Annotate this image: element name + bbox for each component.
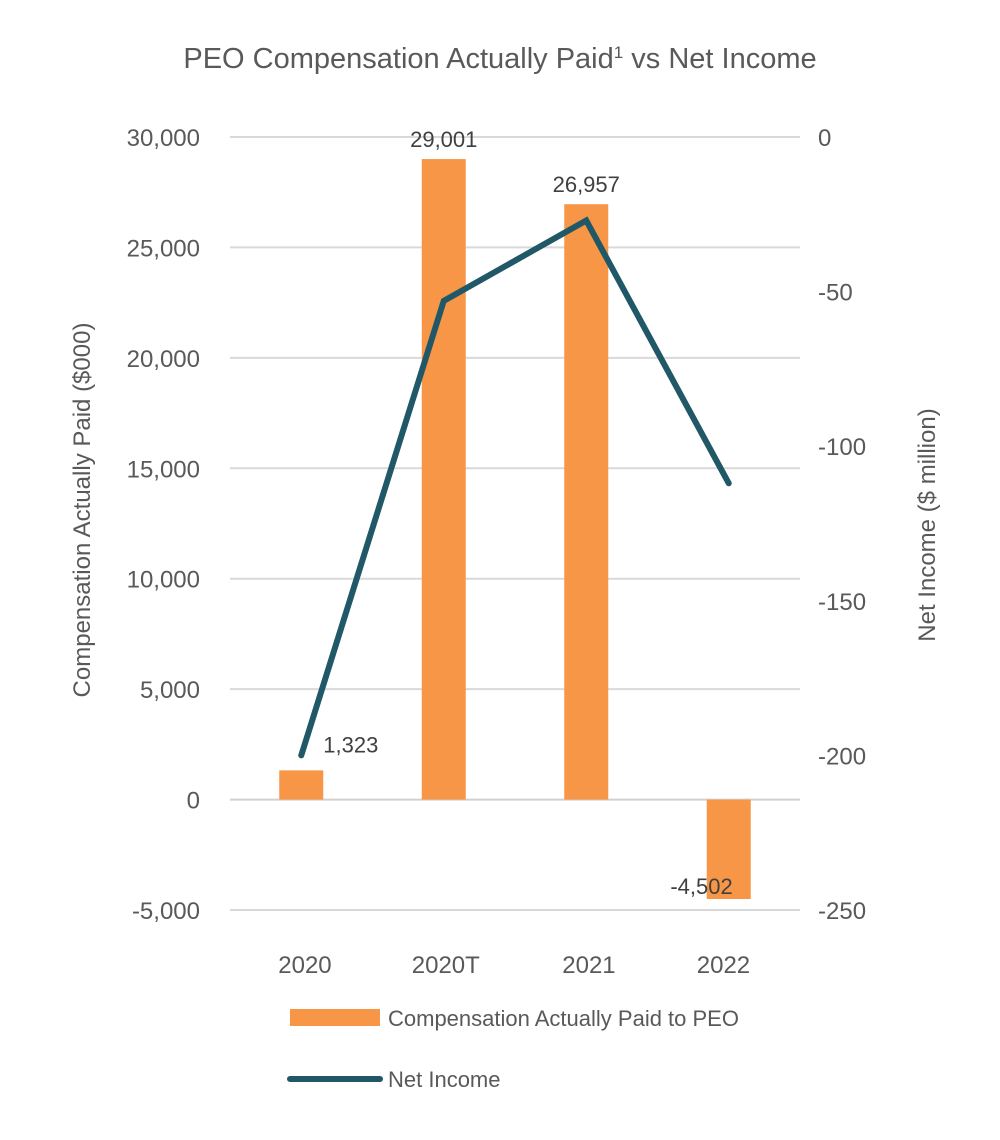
data-label: -4,502: [670, 874, 732, 899]
bar-2021: [564, 204, 608, 799]
y2-tick-label: -250: [818, 898, 866, 925]
x-tick-label: 2020: [278, 952, 331, 979]
legend-label-line: Net Income: [388, 1067, 501, 1092]
chart-title: PEO Compensation Actually Paid1 vs Net I…: [183, 43, 816, 75]
y2-tick-label: -200: [818, 743, 866, 770]
x-tick-label: 2022: [697, 952, 750, 979]
legend-swatch-bar: [290, 1009, 380, 1026]
legend: Compensation Actually Paid to PEO Net In…: [290, 1006, 739, 1092]
net-income-line: [301, 220, 729, 755]
bar-2020T: [422, 159, 466, 800]
y2-tick-label: -50: [818, 280, 853, 307]
y-tick-label: 30,000: [127, 125, 200, 152]
data-label: 29,001: [410, 127, 477, 152]
y2-tick-label: -150: [818, 589, 866, 616]
y2-tick-label: 0: [818, 125, 831, 152]
y2-axis-title: Net Income ($ million): [914, 408, 941, 641]
x-tick-label: 2020T: [412, 952, 480, 979]
y-tick-label: 25,000: [127, 235, 200, 262]
y-tick-label: 5,000: [140, 677, 200, 704]
y2-tick-label: -100: [818, 434, 866, 461]
legend-label-bar: Compensation Actually Paid to PEO: [388, 1006, 739, 1031]
x-tick-label: 2021: [562, 952, 615, 979]
y-tick-label: -5,000: [132, 898, 200, 925]
data-label: 26,957: [553, 172, 620, 197]
y-tick-label: 20,000: [127, 346, 200, 373]
y-tick-label: 15,000: [127, 456, 200, 483]
bar-2020: [279, 770, 323, 799]
y-tick-label: 0: [187, 788, 200, 815]
data-label: 1,323: [323, 732, 378, 757]
y-axis-title: Compensation Actually Paid ($000): [69, 323, 96, 698]
y-tick-label: 10,000: [127, 567, 200, 594]
